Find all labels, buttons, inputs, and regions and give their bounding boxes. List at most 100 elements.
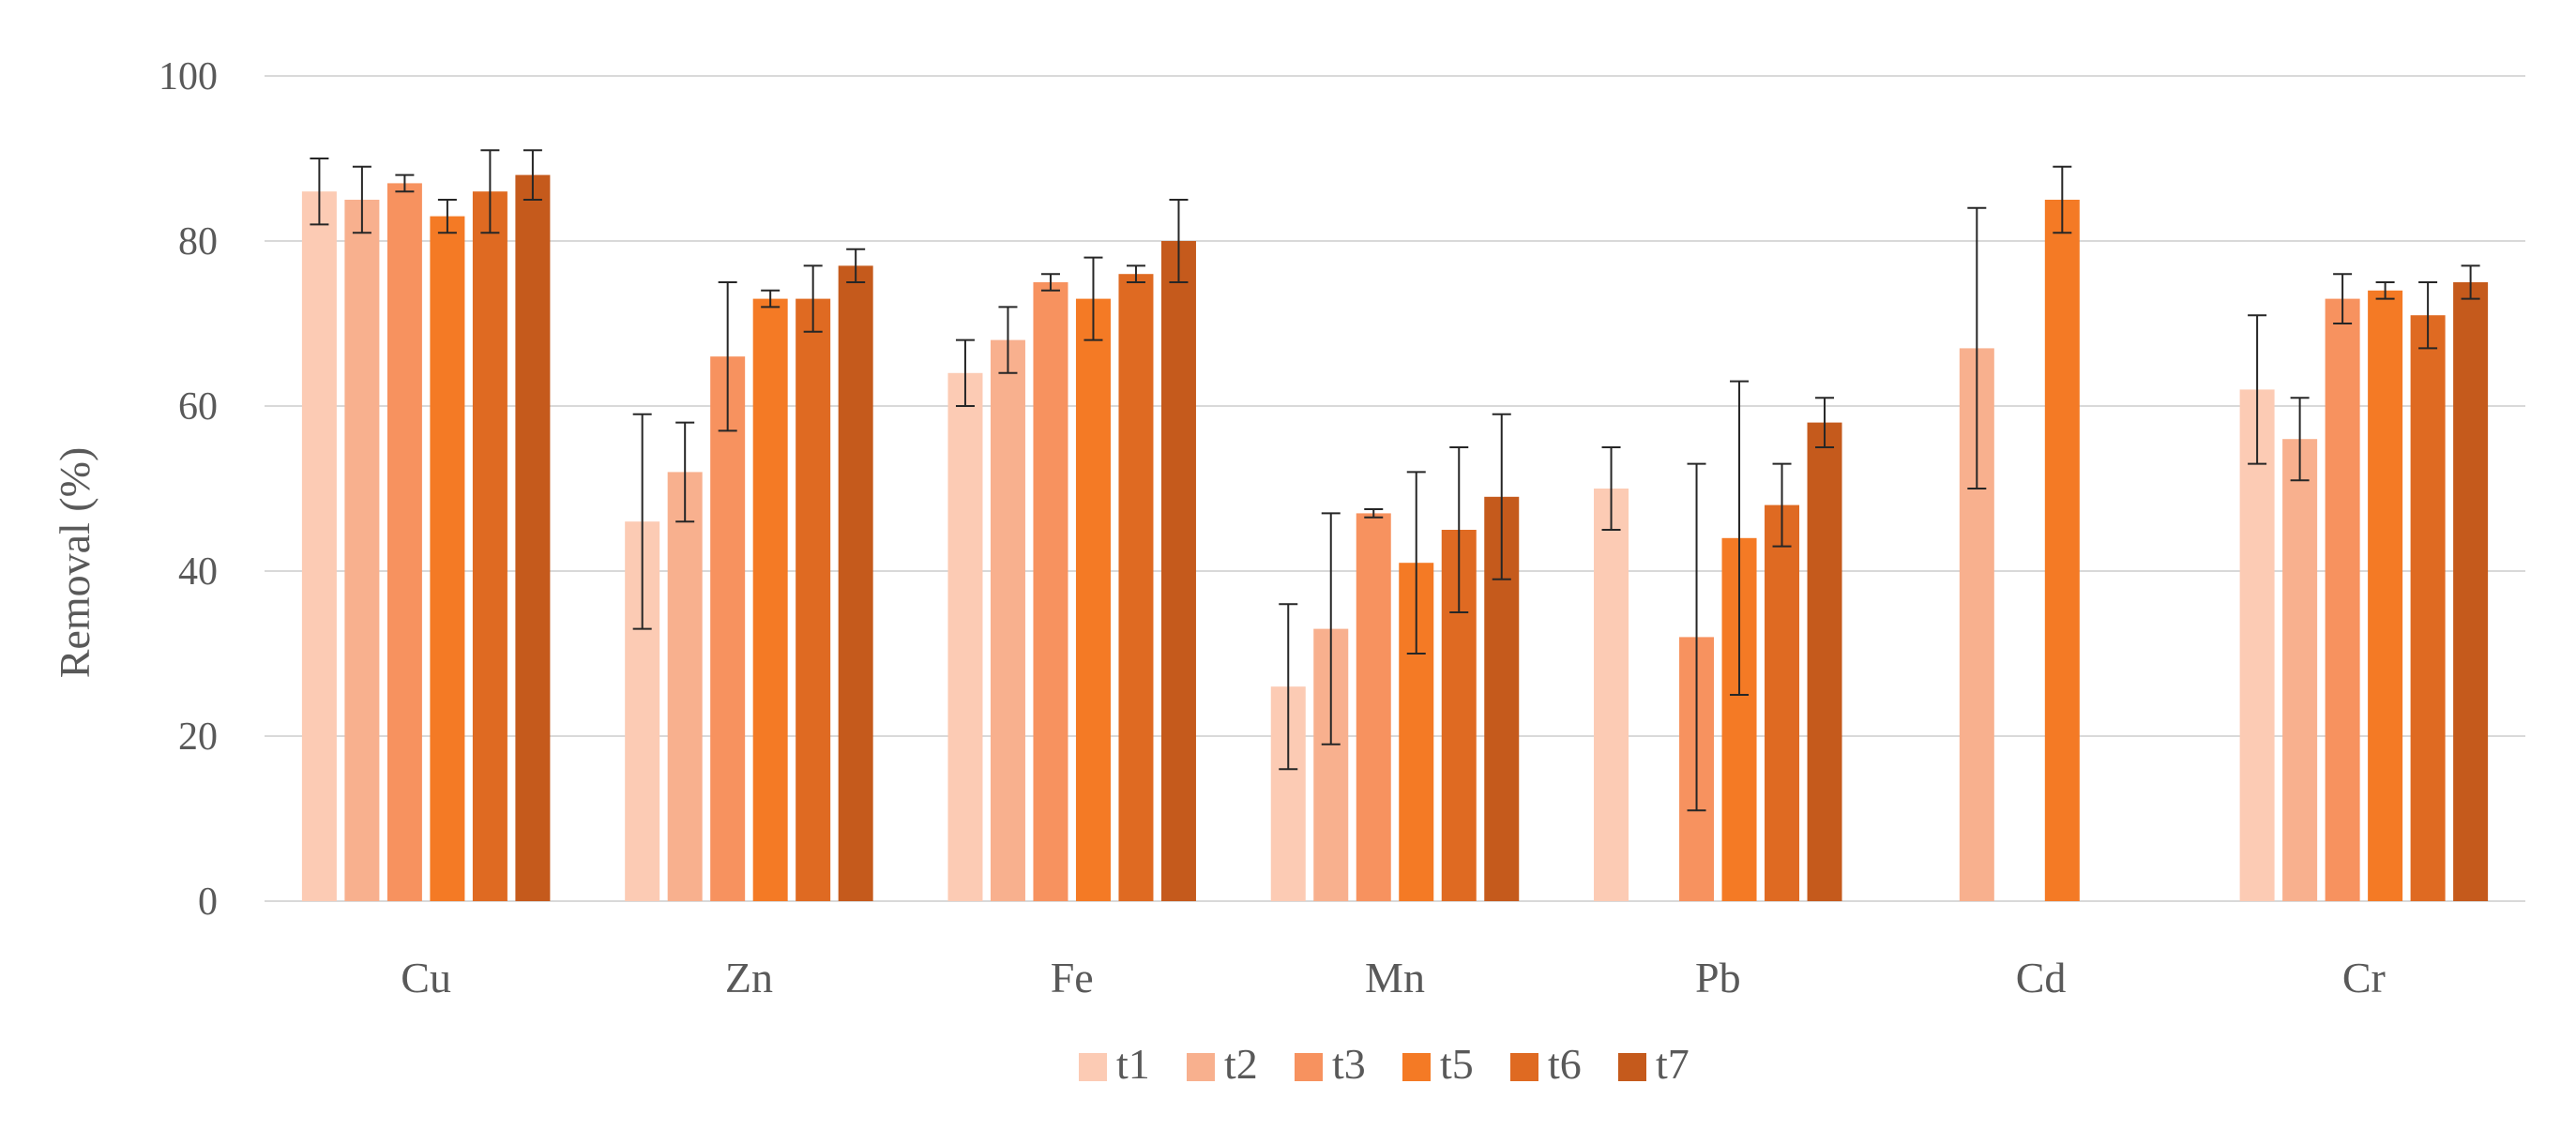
bar-pb-t7: [1807, 422, 1842, 901]
y-tick-label: 20: [178, 715, 218, 759]
y-tick-label: 40: [178, 550, 218, 594]
bar-cu-t2: [344, 200, 380, 901]
error-bar-pb-t3: [1687, 462, 1706, 812]
error-bar-fe-t7: [1169, 199, 1189, 283]
category-label-mn: Mn: [1365, 954, 1425, 1001]
error-bar-mn-t6: [1449, 446, 1469, 613]
error-bar-cd-t5: [2053, 165, 2072, 234]
error-bar-cr-t3: [2333, 273, 2353, 324]
bar-cr-t5: [2368, 290, 2403, 901]
bar-fe-t7: [1160, 241, 1196, 901]
error-bar-pb-t5: [1730, 380, 1750, 696]
bar-mn-t3: [1356, 513, 1391, 901]
category-label-pb: Pb: [1695, 954, 1741, 1001]
y-axis-title: Removal (%): [51, 447, 98, 679]
bar-cu-t7: [515, 174, 551, 902]
error-bar-cd-t2: [1967, 206, 1987, 489]
bar-fe-t6: [1118, 274, 1154, 901]
legend-label: t3: [1332, 1040, 1366, 1088]
bar-cu-t6: [472, 191, 508, 901]
category-label-cd: Cd: [2016, 954, 2067, 1001]
bar-fe-t5: [1075, 298, 1111, 902]
legend-item-t1: t1: [1079, 1040, 1150, 1088]
bar-cu-t1: [301, 191, 337, 901]
bar-pb-t1: [1594, 489, 1629, 901]
error-bar-mn-t7: [1492, 413, 1511, 580]
bar-fe-t3: [1033, 282, 1068, 901]
bar-zn-t2: [667, 472, 703, 901]
error-bar-fe-t5: [1083, 256, 1103, 341]
y-tick-label: 60: [178, 385, 218, 429]
bar-cr-t1: [2239, 389, 2275, 901]
error-bar-fe-t1: [955, 339, 975, 407]
bar-cd-t5: [2044, 200, 2080, 901]
error-bar-zn-t7: [846, 248, 866, 283]
error-bar-zn-t1: [632, 413, 652, 630]
error-bar-pb-t1: [1601, 446, 1621, 531]
bar-cr-t3: [2325, 298, 2360, 902]
legend-item-t2: t2: [1187, 1040, 1258, 1088]
error-bar-pb-t6: [1772, 462, 1792, 548]
error-bar-cr-t7: [2461, 264, 2480, 300]
error-bar-zn-t3: [718, 281, 737, 432]
gridlines: [265, 75, 2525, 902]
error-bar-cu-t3: [395, 173, 415, 193]
error-bars: [310, 149, 2480, 812]
bar-cr-t7: [2453, 282, 2489, 901]
error-bar-mn-t1: [1279, 603, 1298, 771]
legend-label: t7: [1656, 1040, 1690, 1088]
error-bar-fe-t6: [1126, 264, 1145, 283]
category-label-zn: Zn: [725, 954, 773, 1001]
error-bar-cu-t1: [310, 158, 329, 226]
legend-item-t7: t7: [1618, 1040, 1690, 1088]
y-tick-label: 0: [198, 881, 218, 924]
bar-zn-t5: [752, 298, 788, 902]
legend-swatch: [1618, 1053, 1646, 1081]
error-bar-cr-t1: [2248, 314, 2267, 465]
bar-pb-t6: [1765, 504, 1800, 901]
error-bar-cr-t5: [2375, 281, 2395, 300]
legend-swatch: [1402, 1053, 1431, 1081]
y-axis-ticks: 0 20 40 60 80 100: [159, 55, 218, 924]
y-tick-label: 80: [178, 220, 218, 263]
category-label-fe: Fe: [1051, 954, 1094, 1001]
error-bar-zn-t5: [761, 289, 780, 309]
error-bar-zn-t2: [675, 421, 695, 523]
legend-swatch: [1295, 1053, 1323, 1081]
error-bar-zn-t6: [803, 264, 823, 333]
y-tick-label: 100: [159, 55, 218, 98]
bar-zn-t7: [838, 265, 873, 901]
error-bar-cu-t7: [523, 149, 542, 201]
error-bar-pb-t7: [1815, 397, 1835, 448]
error-bar-cu-t2: [352, 165, 371, 234]
bars: [301, 174, 2489, 902]
bar-zn-t6: [796, 298, 831, 902]
legend-swatch: [1079, 1053, 1107, 1081]
error-bar-cr-t2: [2290, 397, 2310, 482]
legend-swatch: [1187, 1053, 1215, 1081]
legend-label: t5: [1440, 1040, 1474, 1088]
legend-label: t6: [1548, 1040, 1582, 1088]
legend: t1 t2 t3 t5 t6 t7: [1079, 1040, 1690, 1088]
legend-item-t3: t3: [1295, 1040, 1366, 1088]
bar-cr-t6: [2410, 315, 2446, 901]
category-label-cr: Cr: [2342, 954, 2386, 1001]
error-bar-cu-t5: [437, 199, 457, 234]
legend-label: t2: [1224, 1040, 1258, 1088]
error-bar-mn-t2: [1321, 512, 1341, 745]
legend-label: t1: [1116, 1040, 1150, 1088]
bar-fe-t2: [990, 339, 1025, 902]
legend-item-t6: t6: [1510, 1040, 1582, 1088]
bar-cu-t5: [430, 216, 465, 902]
error-bar-mn-t5: [1406, 471, 1426, 655]
error-bar-mn-t3: [1364, 508, 1384, 519]
error-bar-fe-t3: [1040, 273, 1060, 292]
bar-fe-t1: [947, 372, 983, 901]
error-bar-cr-t6: [2418, 281, 2438, 350]
bar-zn-t3: [710, 356, 746, 901]
bar-cr-t2: [2282, 439, 2318, 901]
legend-item-t5: t5: [1402, 1040, 1474, 1088]
legend-swatch: [1510, 1053, 1538, 1081]
bar-cu-t3: [386, 183, 422, 901]
category-label-cu: Cu: [401, 954, 451, 1001]
